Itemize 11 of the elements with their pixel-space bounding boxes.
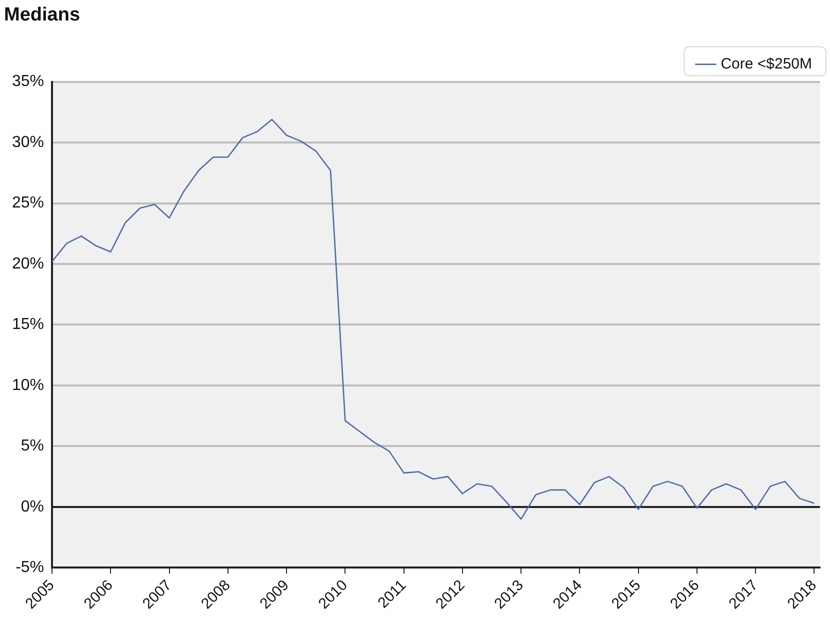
y-tick-label: 0%	[20, 498, 44, 516]
y-tick-label: 30%	[12, 134, 44, 151]
y-tick-label: 5%	[20, 438, 44, 455]
y-tick-label: 10%	[12, 376, 44, 394]
y-tick-label: 35%	[12, 73, 44, 90]
legend-label: Core <$250M	[720, 55, 812, 72]
y-tick-label: 15%	[12, 316, 44, 334]
y-tick-label: 25%	[12, 194, 44, 212]
y-tick-label: 20%	[12, 255, 44, 272]
y-tick-label: -5%	[16, 559, 44, 576]
chart-title: Medians	[4, 4, 80, 26]
